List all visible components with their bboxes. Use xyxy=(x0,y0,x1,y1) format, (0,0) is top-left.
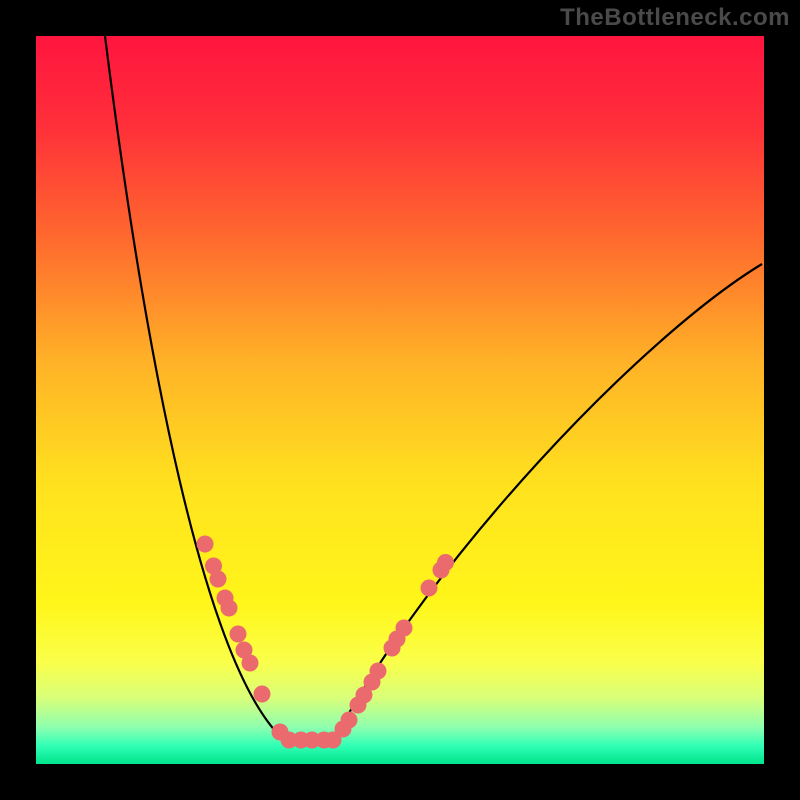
marker-dot xyxy=(396,620,413,637)
marker-dot xyxy=(210,571,227,588)
marker-dot xyxy=(242,655,259,672)
marker-dot xyxy=(341,712,358,729)
watermark-text: TheBottleneck.com xyxy=(560,4,790,32)
marker-dot xyxy=(370,663,387,680)
bottleneck-chart xyxy=(0,0,800,800)
marker-dot xyxy=(230,626,247,643)
marker-dot xyxy=(254,686,271,703)
marker-dot xyxy=(437,554,454,571)
marker-dot xyxy=(221,600,238,617)
marker-dot xyxy=(421,580,438,597)
plot-background xyxy=(36,36,764,764)
marker-dot xyxy=(197,536,214,553)
